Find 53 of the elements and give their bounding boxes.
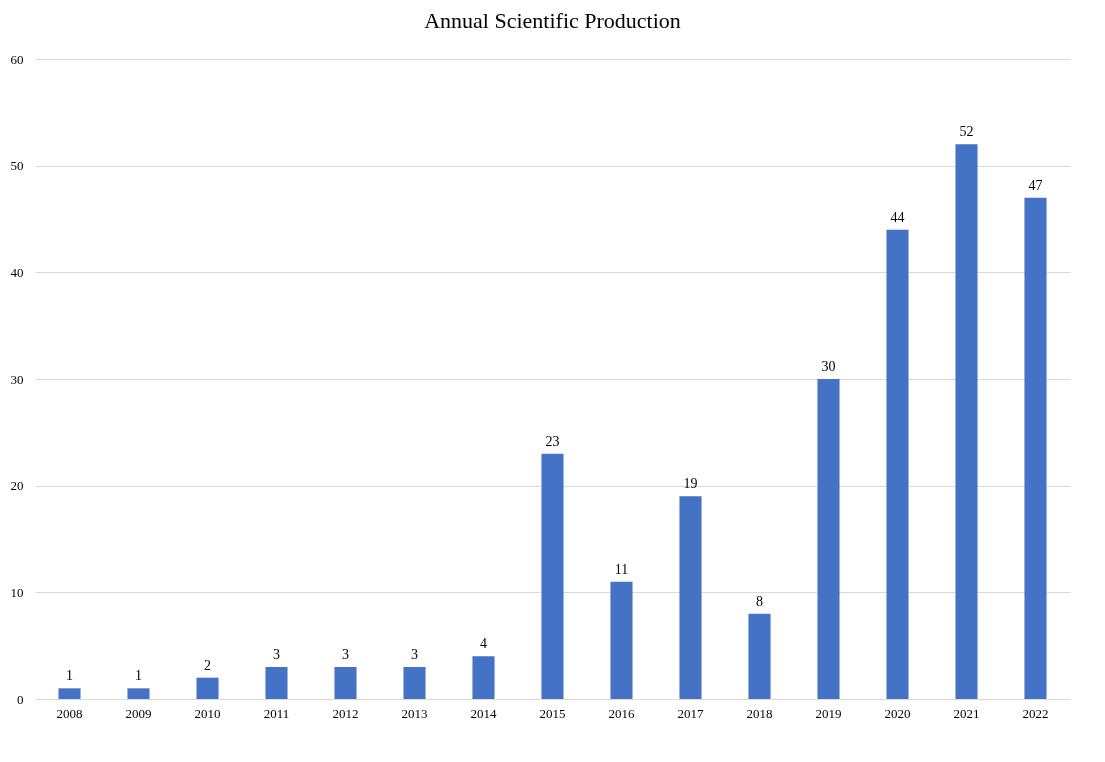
chart-title: Annual Scientific Production — [424, 8, 681, 33]
bar — [610, 581, 633, 699]
data-label: 47 — [1028, 177, 1043, 193]
bar — [817, 379, 840, 699]
x-tick-label: 2015 — [539, 705, 566, 721]
data-label: 23 — [545, 433, 560, 449]
bar — [679, 496, 702, 699]
data-label: 3 — [342, 647, 349, 662]
data-label: 11 — [614, 561, 629, 577]
data-label: 3 — [273, 647, 280, 662]
x-tick-label: 2019 — [815, 705, 842, 721]
data-label: 8 — [756, 593, 763, 609]
bar — [127, 688, 150, 699]
x-tick-label: 2022 — [1022, 705, 1049, 721]
y-tick-label: 60 — [10, 51, 24, 67]
bar — [886, 229, 909, 699]
data-label: 52 — [959, 124, 974, 140]
bar — [748, 613, 771, 699]
x-tick-label: 2008 — [56, 705, 83, 721]
x-tick-label: 2018 — [746, 705, 773, 721]
bar — [58, 688, 81, 699]
bar — [265, 667, 288, 699]
x-tick-label: 2017 — [677, 705, 704, 721]
y-tick-label: 10 — [10, 584, 24, 600]
x-tick-label: 2021 — [953, 705, 980, 721]
x-tick-label: 2010 — [194, 705, 221, 721]
bar — [541, 453, 564, 699]
y-tick-label: 50 — [10, 158, 24, 174]
x-tick-label: 2009 — [125, 705, 152, 721]
data-label: 44 — [890, 209, 905, 225]
bar — [1024, 197, 1047, 699]
y-tick-label: 40 — [10, 264, 24, 280]
bar — [403, 667, 426, 699]
bar — [334, 667, 357, 699]
x-tick-label: 2013 — [401, 705, 428, 721]
bar — [472, 656, 495, 699]
x-tick-label: 2014 — [470, 705, 497, 721]
x-tick-label: 2011 — [263, 705, 290, 721]
x-tick-label: 2012 — [332, 705, 359, 721]
data-label: 1 — [135, 668, 142, 684]
data-label: 3 — [411, 647, 418, 662]
bar — [196, 677, 219, 699]
data-label: 4 — [480, 636, 487, 652]
data-label: 30 — [821, 359, 836, 374]
bar — [955, 144, 978, 699]
data-label: 19 — [683, 476, 698, 492]
data-label: 2 — [204, 657, 211, 673]
x-tick-label: 2016 — [608, 705, 635, 721]
y-tick-label: 0 — [17, 691, 24, 707]
x-tick-label: 2020 — [884, 705, 911, 721]
y-tick-label: 30 — [10, 371, 24, 387]
y-tick-label: 20 — [10, 478, 24, 494]
data-label: 1 — [66, 668, 73, 684]
